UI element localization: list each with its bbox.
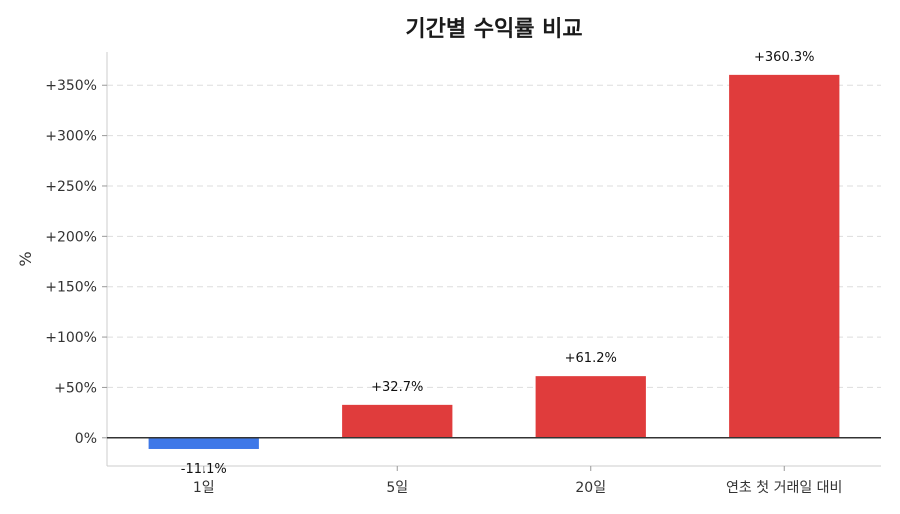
y-tick-labels: 0% +50% +100% +150% +200% +250% +300% +350% <box>45 78 107 447</box>
x-tick-labels: 1일 5일 20일 연초 첫 거래일 대비 <box>193 466 842 496</box>
bar <box>729 74 840 438</box>
y-tick-label: 0% <box>75 431 97 447</box>
y-tick-label: +150% <box>45 280 97 296</box>
x-tick-label: 5일 <box>386 480 408 496</box>
x-tick-label: 연초 첫 거래일 대비 <box>726 480 842 496</box>
y-tick-label: +350% <box>45 78 97 94</box>
chart-title: 기간별 수익률 비교 <box>405 17 582 42</box>
data-label: +32.7% <box>371 380 423 395</box>
bar <box>148 437 259 449</box>
y-tick-label: +200% <box>45 229 97 245</box>
y-tick-label: +250% <box>45 179 97 195</box>
bar <box>342 404 453 438</box>
bars <box>148 74 840 449</box>
y-axis-label: % <box>16 251 35 266</box>
data-label: -11.1% <box>181 462 227 477</box>
data-labels: -11.1% +32.7% +61.2% +360.3% <box>181 50 815 477</box>
bar <box>535 376 646 438</box>
y-tick-label: +300% <box>45 129 97 145</box>
x-tick-label: 1일 <box>193 480 215 496</box>
data-label: +360.3% <box>754 50 814 65</box>
axes <box>106 52 881 467</box>
y-tick-label: +50% <box>54 380 97 396</box>
x-tick-label: 20일 <box>575 480 606 496</box>
y-tick-label: +100% <box>45 330 97 346</box>
data-label: +61.2% <box>565 351 617 366</box>
